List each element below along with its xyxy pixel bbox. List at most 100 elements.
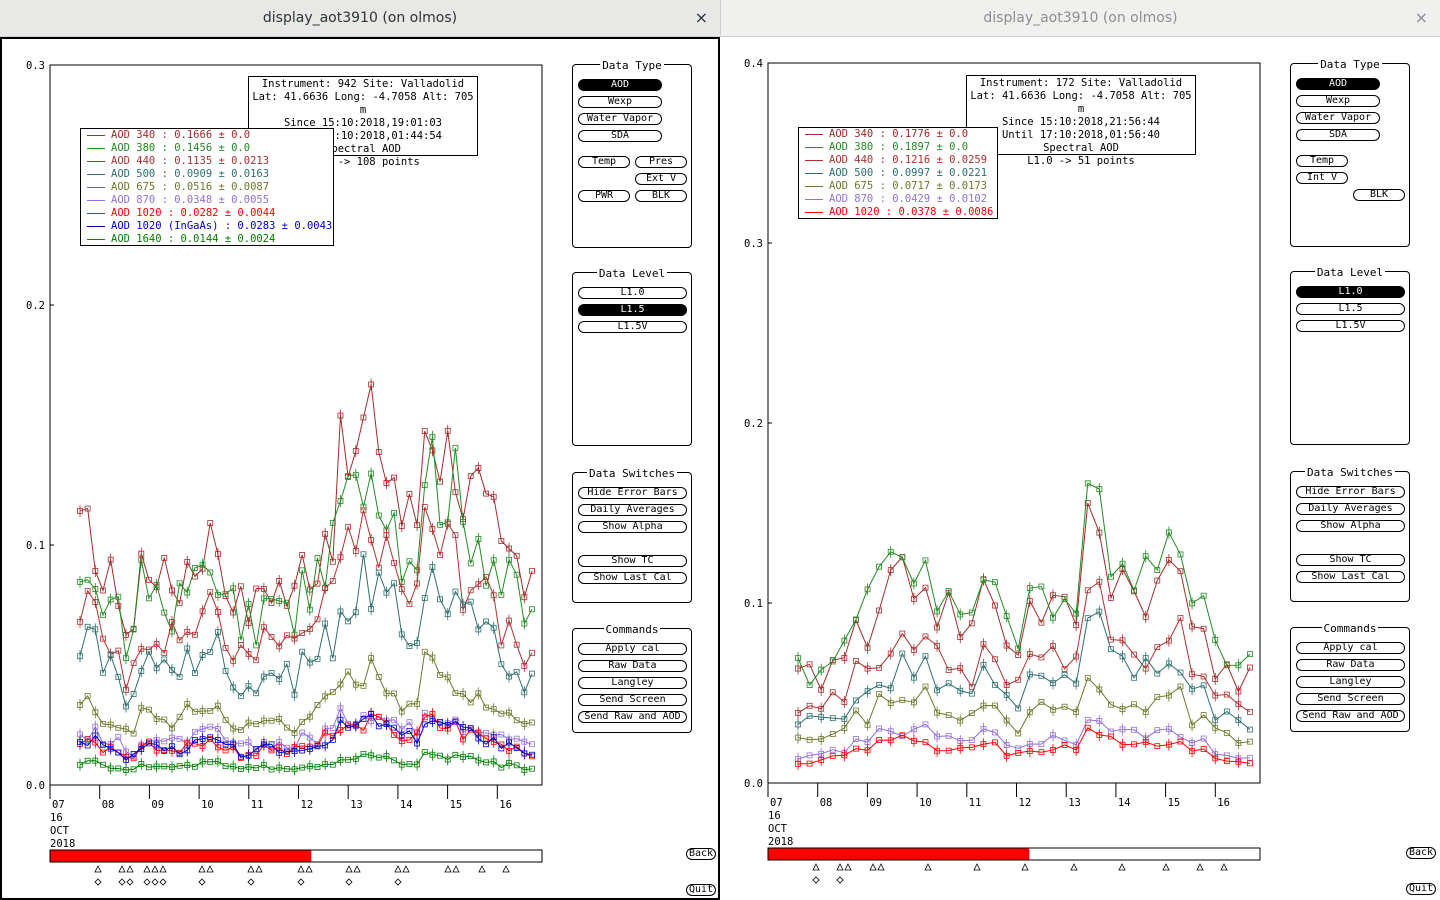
data-point [245, 763, 252, 770]
data-point [253, 690, 260, 697]
data-point [452, 532, 459, 539]
data-point [829, 752, 836, 759]
data-point [169, 667, 175, 673]
apply-cal-button[interactable]: Apply cal [578, 643, 687, 655]
daily-averages-button[interactable]: Daily Averages [1296, 503, 1405, 515]
data-point [383, 480, 390, 486]
legend-entry: AOD 500 : 0.0997 ± 0.0221 [799, 167, 997, 180]
sda-button[interactable]: SDA [578, 130, 662, 142]
data-point [322, 530, 329, 537]
data-point [368, 752, 375, 759]
water-vapor-button[interactable]: Water Vapor [578, 113, 662, 125]
back-button[interactable]: Back [1406, 847, 1436, 859]
water-vapor-button[interactable]: Water Vapor [1296, 112, 1380, 124]
back-button[interactable]: Back [686, 848, 716, 860]
x-tick-label: 16 [499, 799, 512, 811]
data-point [214, 702, 221, 709]
data-point [352, 722, 359, 729]
data-point [375, 674, 382, 680]
wexp-button[interactable]: Wexp [1296, 95, 1380, 107]
title-bar[interactable]: display_aot3910 (on olmos) × [0, 0, 720, 37]
data-point [146, 595, 152, 602]
date-label: 16 [768, 810, 781, 822]
data-point [207, 589, 214, 596]
quit-button[interactable]: Quit [1406, 883, 1436, 895]
data-point [452, 489, 459, 496]
data-point [1177, 669, 1184, 676]
hide-error-bars-button[interactable]: Hide Error Bars [1296, 486, 1405, 498]
show-alpha-button[interactable]: Show Alpha [1296, 520, 1405, 532]
aod-button[interactable]: AOD [1296, 78, 1380, 90]
data-point [864, 665, 871, 672]
data-point [391, 732, 398, 738]
temp-button[interactable]: Temp [1296, 155, 1348, 167]
aod-button[interactable]: AOD [578, 79, 662, 91]
ext-v-button[interactable]: Ext V [635, 173, 687, 185]
data-point [498, 642, 505, 649]
data-point [887, 650, 894, 657]
langley-button[interactable]: Langley [1296, 676, 1405, 688]
data-point [452, 444, 459, 451]
data-point [199, 708, 206, 714]
info-since: Since 15:10:2018,21:56:44 [1001, 116, 1161, 128]
level-l15-button[interactable]: L1.5 [578, 304, 687, 316]
data-point [1050, 706, 1056, 713]
pwr-button[interactable]: PWR [578, 190, 630, 202]
level-l15v-button[interactable]: L1.5V [1296, 320, 1405, 332]
blk-button[interactable]: BLK [635, 190, 687, 202]
level-l10-button[interactable]: L1.0 [578, 287, 687, 299]
temp-button[interactable]: Temp [578, 156, 630, 168]
send-screen-button[interactable]: Send Screen [1296, 693, 1405, 705]
langley-button[interactable]: Langley [578, 677, 687, 689]
quit-button[interactable]: Quit [686, 884, 716, 896]
show-tc-button[interactable]: Show TC [1296, 554, 1405, 566]
show-alpha-button[interactable]: Show Alpha [578, 521, 687, 533]
data-point [92, 599, 99, 605]
data-point [77, 653, 83, 660]
raw-data-button[interactable]: Raw Data [1296, 659, 1405, 671]
y-tick-label: 0.1 [26, 540, 45, 552]
data-point [1212, 637, 1219, 643]
level-l15v-button[interactable]: L1.5V [578, 321, 687, 333]
close-icon[interactable]: × [1414, 8, 1428, 27]
series-line [797, 676, 1251, 744]
level-l15-button[interactable]: L1.5 [1296, 303, 1405, 315]
data-point [184, 645, 191, 652]
data-point [444, 611, 451, 618]
show-last-cal-button[interactable]: Show Last Cal [578, 572, 687, 584]
data-point [945, 732, 952, 739]
data-point [806, 702, 813, 709]
title-bar[interactable]: display_aot3910 (on olmos) × [720, 0, 1440, 37]
send-screen-button[interactable]: Send Screen [578, 694, 687, 706]
show-last-cal-button[interactable]: Show Last Cal [1296, 571, 1405, 583]
data-point [345, 523, 352, 530]
daily-averages-button[interactable]: Daily Averages [578, 504, 687, 516]
send-raw-aod-button[interactable]: Send Raw and AOD [578, 711, 687, 723]
close-icon[interactable]: × [694, 8, 708, 27]
data-point [795, 734, 801, 741]
pres-button[interactable]: Pres [635, 156, 687, 168]
data-point [337, 412, 344, 419]
data-point [1142, 665, 1149, 672]
series-line [79, 751, 533, 771]
wexp-button[interactable]: Wexp [578, 96, 662, 108]
data-point [237, 753, 244, 760]
data-point [176, 673, 183, 680]
hide-error-bars-button[interactable]: Hide Error Bars [578, 487, 687, 499]
data-point [1084, 615, 1091, 622]
data-point [406, 558, 413, 565]
apply-cal-button[interactable]: Apply cal [1296, 642, 1405, 654]
int-v-button[interactable]: Int V [1296, 172, 1348, 184]
sda-button[interactable]: SDA [1296, 129, 1380, 141]
level-l10-button[interactable]: L1.0 [1296, 286, 1405, 298]
data-point [169, 734, 175, 741]
send-raw-aod-button[interactable]: Send Raw and AOD [1296, 710, 1405, 722]
data-point [460, 518, 466, 525]
data-point [253, 746, 260, 752]
show-tc-button[interactable]: Show TC [578, 555, 687, 567]
data-point [513, 641, 520, 648]
raw-data-button[interactable]: Raw Data [578, 660, 687, 672]
data-point [444, 756, 451, 763]
data-point [483, 574, 489, 580]
blk-button[interactable]: BLK [1353, 189, 1405, 201]
